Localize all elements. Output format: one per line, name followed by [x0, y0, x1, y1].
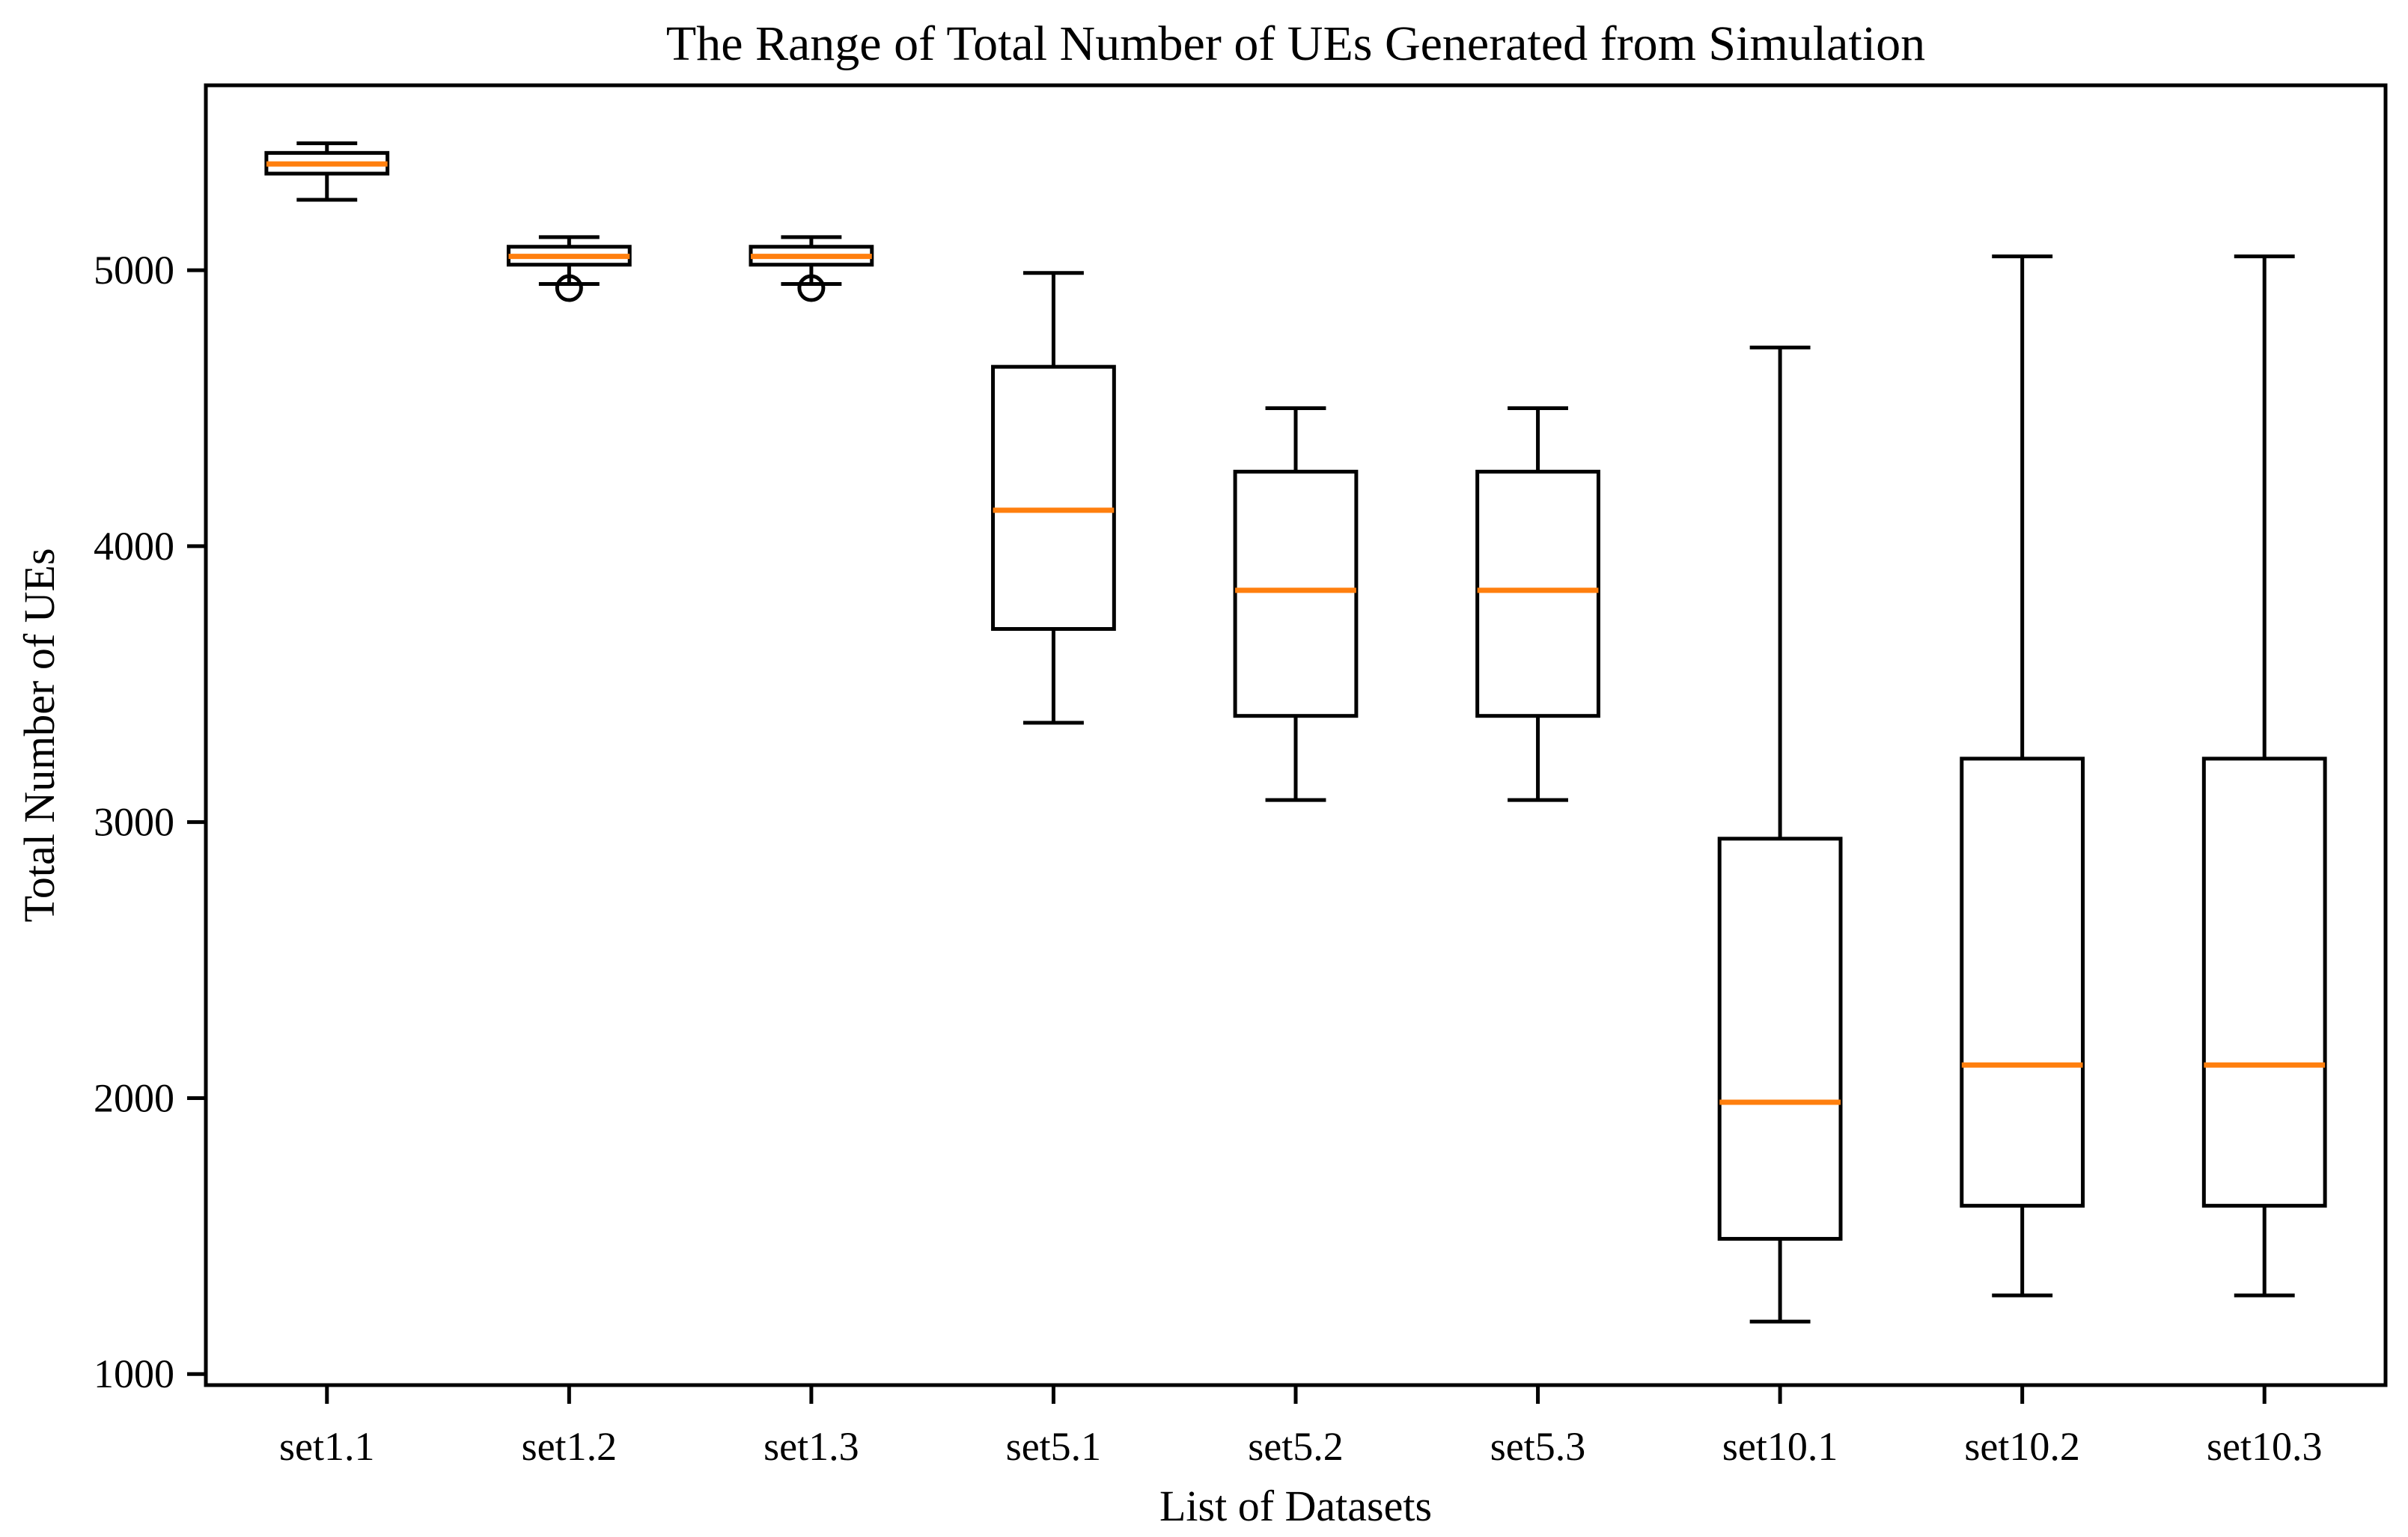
x-axis-label: List of Datasets: [1159, 1482, 1432, 1530]
x-tick-label-set5.2: set5.2: [1248, 1424, 1344, 1469]
box-set10.3: [2201, 757, 2327, 1208]
x-tick-label-set1.2: set1.2: [522, 1424, 618, 1469]
y-tick-label: 1000: [94, 1351, 174, 1396]
outlier-set1.3: [797, 274, 826, 302]
y-tick-label: 3000: [94, 800, 174, 845]
chart-title: The Range of Total Number of UEs Generat…: [666, 16, 1925, 71]
box-set10.1: [1717, 837, 1843, 1241]
x-tick-label-set10.2: set10.2: [1964, 1424, 2080, 1469]
box-set5.1: [991, 364, 1116, 632]
box-set10.2: [1960, 757, 2085, 1208]
box-set5.3: [1475, 469, 1600, 718]
y-tick-label: 2000: [94, 1075, 174, 1120]
x-tick-label-set10.1: set10.1: [1722, 1424, 1838, 1469]
x-tick-label-set10.3: set10.3: [2207, 1424, 2323, 1469]
outlier-set1.2: [555, 274, 583, 302]
box-set5.2: [1233, 469, 1359, 718]
x-tick-label-set1.1: set1.1: [279, 1424, 375, 1469]
y-tick-label: 4000: [94, 524, 174, 569]
x-tick-label-set5.3: set5.3: [1490, 1424, 1586, 1469]
x-tick-label-set5.1: set5.1: [1006, 1424, 1102, 1469]
y-axis-label: Total Number of UEs: [15, 548, 64, 922]
x-tick-label-set1.3: set1.3: [763, 1424, 859, 1469]
y-tick-label: 5000: [94, 248, 174, 293]
